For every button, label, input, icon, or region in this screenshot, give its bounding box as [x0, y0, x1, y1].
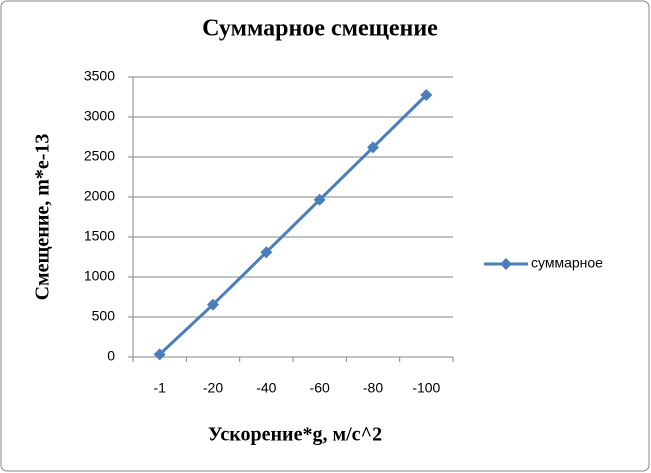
y-tick-label: 0 — [107, 348, 115, 364]
y-tick-label: 500 — [92, 308, 116, 324]
point-marker — [367, 141, 379, 154]
y-tick-label: 3000 — [84, 108, 115, 124]
x-tick-label: -1 — [153, 380, 166, 396]
x-tick-label: -100 — [412, 380, 440, 396]
y-axis-title: Смещение, m*e-13 — [32, 134, 54, 301]
legend-marker — [500, 258, 512, 270]
point-marker — [207, 298, 219, 311]
chart-title: Суммарное смещение — [202, 16, 438, 42]
point-marker — [420, 89, 433, 101]
point-marker — [260, 246, 273, 259]
point-marker — [313, 193, 326, 206]
x-tick-label: -20 — [203, 380, 223, 396]
y-tick-label: 2500 — [84, 148, 115, 164]
series-line — [158, 93, 428, 356]
y-tick-label: 2000 — [84, 188, 115, 204]
y-tick-label: 1500 — [84, 228, 115, 244]
x-tick-label: -60 — [310, 380, 330, 396]
x-axis-title: Ускорение*g, м/с^2 — [208, 424, 382, 446]
legend-label: суммарное — [531, 255, 603, 271]
point-marker — [153, 348, 166, 361]
y-tick-label: 3500 — [84, 68, 115, 84]
x-tick-label: -40 — [256, 380, 276, 396]
y-tick-label: 1000 — [84, 268, 115, 284]
x-tick-label: -80 — [363, 380, 383, 396]
